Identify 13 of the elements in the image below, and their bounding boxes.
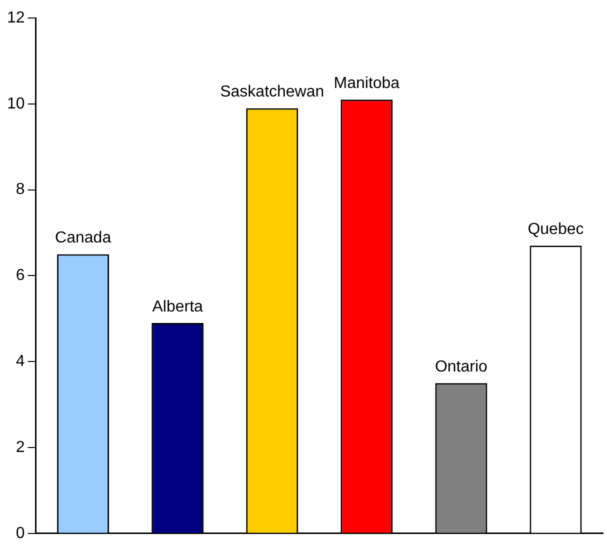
y-tick-label: 0 bbox=[16, 524, 25, 542]
x-tick-label: Alberta bbox=[152, 298, 204, 316]
y-tick-label: 6 bbox=[16, 267, 25, 284]
y-tick-label: 12 bbox=[7, 9, 25, 26]
x-tick-label: Quebec bbox=[528, 221, 584, 238]
y-tick-label: 10 bbox=[7, 95, 25, 112]
x-tick-label: Manitoba bbox=[334, 75, 400, 92]
x-tick-label: Canada bbox=[55, 230, 112, 247]
y-tick-label: 8 bbox=[16, 181, 25, 198]
y-tick-label: 2 bbox=[16, 438, 25, 456]
x-tick-label: Ontario bbox=[434, 358, 488, 376]
x-tick-label: Saskatchewan bbox=[220, 84, 324, 101]
y-tick-label: 4 bbox=[16, 353, 25, 370]
